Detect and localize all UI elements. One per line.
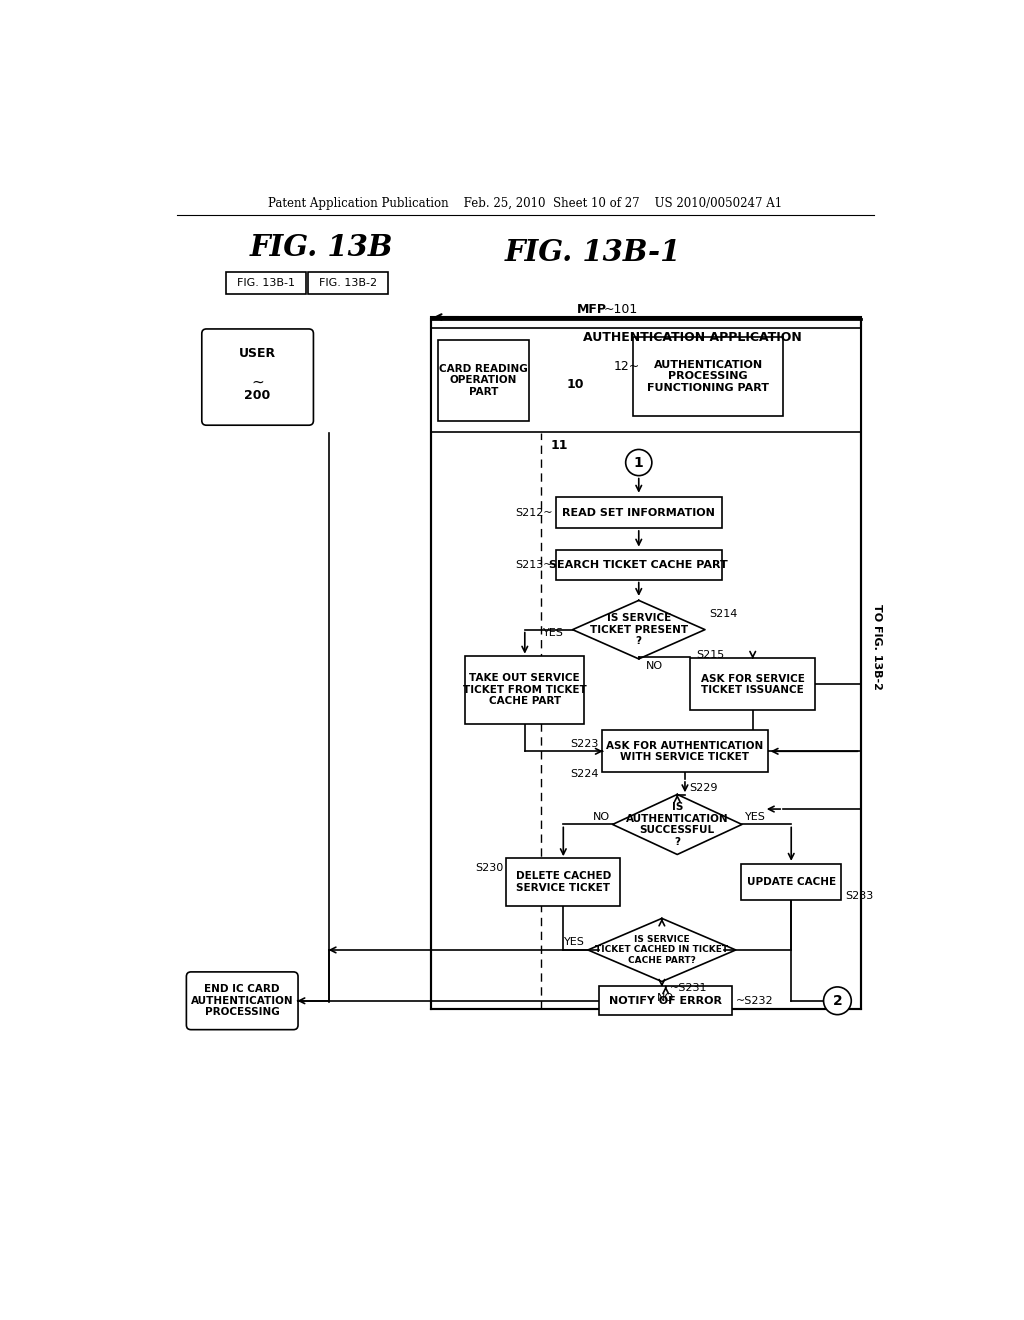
Text: AUTHENTICATION
PROCESSING
FUNCTIONING PART: AUTHENTICATION PROCESSING FUNCTIONING PA…: [647, 360, 769, 393]
Text: 12~: 12~: [613, 360, 640, 372]
Text: S212~: S212~: [515, 508, 553, 517]
Text: S229: S229: [689, 783, 717, 793]
Text: S224: S224: [570, 770, 599, 779]
Text: TO FIG. 13B-2: TO FIG. 13B-2: [872, 605, 883, 690]
Text: YES: YES: [543, 628, 564, 639]
Text: FIG. 13B-1: FIG. 13B-1: [238, 279, 295, 288]
FancyBboxPatch shape: [202, 329, 313, 425]
Bar: [599, 986, 732, 1015]
Text: ASK FOR AUTHENTICATION
WITH SERVICE TICKET: ASK FOR AUTHENTICATION WITH SERVICE TICK…: [606, 741, 764, 762]
Circle shape: [626, 450, 652, 475]
Circle shape: [823, 987, 851, 1015]
Text: 1: 1: [634, 455, 644, 470]
Text: ~S232: ~S232: [736, 995, 773, 1006]
Text: MFP: MFP: [578, 302, 607, 315]
Text: END IC CARD
AUTHENTICATION
PROCESSING: END IC CARD AUTHENTICATION PROCESSING: [190, 985, 294, 1018]
Text: READ SET INFORMATION: READ SET INFORMATION: [562, 508, 715, 517]
Text: TAKE OUT SERVICE
TICKET FROM TICKET
CACHE PART: TAKE OUT SERVICE TICKET FROM TICKET CACH…: [463, 673, 587, 706]
Text: S215: S215: [696, 649, 725, 660]
Text: IS SERVICE
TICKET PRESENT
?: IS SERVICE TICKET PRESENT ?: [590, 612, 688, 647]
Bar: [307, 272, 388, 294]
Bar: [556, 550, 722, 579]
Bar: [226, 272, 306, 294]
Bar: [602, 730, 768, 772]
Text: ~101: ~101: [603, 302, 638, 315]
Bar: [633, 337, 783, 416]
Bar: [690, 659, 815, 710]
Text: UPDATE CACHE: UPDATE CACHE: [746, 878, 836, 887]
Bar: [438, 339, 528, 421]
Text: FIG. 13B-2: FIG. 13B-2: [318, 279, 377, 288]
Bar: [741, 865, 842, 900]
Text: AUTHENTICATION APPLICATION: AUTHENTICATION APPLICATION: [583, 330, 801, 343]
Text: YES: YES: [745, 812, 766, 822]
Bar: [506, 858, 621, 906]
Text: FIG. 13B: FIG. 13B: [250, 234, 393, 263]
Text: FIG. 13B-1: FIG. 13B-1: [505, 238, 681, 267]
Text: CARD READING
OPERATION
PART: CARD READING OPERATION PART: [439, 363, 527, 397]
Text: 2: 2: [833, 994, 843, 1007]
Text: ~S231: ~S231: [670, 983, 707, 994]
Text: 10: 10: [567, 378, 585, 391]
Text: ASK FOR SERVICE
TICKET ISSUANCE: ASK FOR SERVICE TICKET ISSUANCE: [700, 673, 805, 696]
Bar: [431, 318, 860, 1010]
Text: IS SERVICE
TICKET CACHED IN TICKET
CACHE PART?: IS SERVICE TICKET CACHED IN TICKET CACHE…: [595, 935, 728, 965]
Text: DELETE CACHED
SERVICE TICKET: DELETE CACHED SERVICE TICKET: [516, 871, 611, 894]
Bar: [556, 498, 722, 528]
Text: USER: USER: [239, 347, 276, 360]
Text: S233: S233: [845, 891, 873, 902]
Text: 200: 200: [245, 389, 270, 403]
Bar: [465, 656, 585, 723]
Text: S230: S230: [475, 863, 503, 874]
Text: Patent Application Publication    Feb. 25, 2010  Sheet 10 of 27    US 2010/00502: Patent Application Publication Feb. 25, …: [267, 197, 782, 210]
Text: S214: S214: [710, 610, 738, 619]
Text: S213~: S213~: [515, 560, 553, 570]
Text: NO: NO: [592, 812, 609, 822]
Bar: [431, 327, 860, 432]
Text: IS
AUTHENTICATION
SUCCESSFUL
?: IS AUTHENTICATION SUCCESSFUL ?: [626, 803, 728, 847]
Text: 11: 11: [550, 440, 567, 453]
FancyBboxPatch shape: [186, 972, 298, 1030]
Text: ~: ~: [251, 374, 264, 389]
Text: NO: NO: [657, 994, 674, 1003]
Text: YES: YES: [564, 937, 585, 948]
Text: NO: NO: [645, 661, 663, 671]
Text: NOTIFY OF ERROR: NOTIFY OF ERROR: [609, 995, 722, 1006]
Text: S223: S223: [570, 739, 599, 748]
Text: SEARCH TICKET CACHE PART: SEARCH TICKET CACHE PART: [550, 560, 728, 570]
